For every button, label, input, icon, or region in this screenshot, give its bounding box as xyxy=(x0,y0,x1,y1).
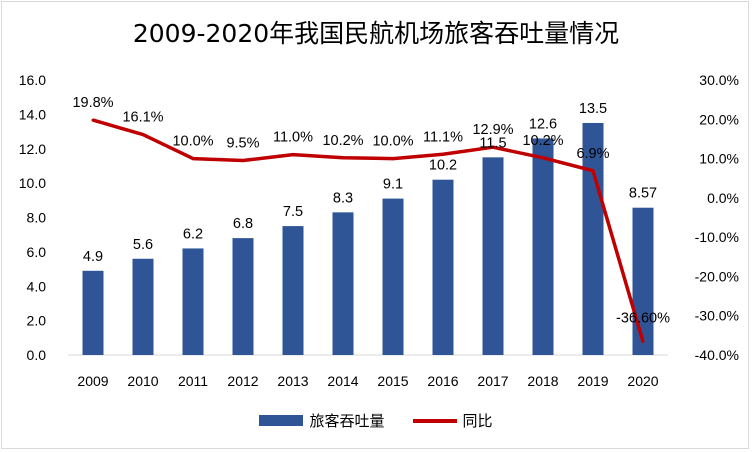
line-point[interactable] xyxy=(391,157,395,161)
line-point[interactable] xyxy=(291,153,295,157)
bar[interactable] xyxy=(282,226,304,355)
legend-swatch-bar xyxy=(259,415,304,426)
x-tick-label: 2010 xyxy=(127,373,158,389)
line-data-label: 9.5% xyxy=(226,136,259,152)
right-axis: -40.0% -30.0% -20.0% -10.0% 0.0% 10.0% 20.0% 30… xyxy=(695,72,739,363)
chart-title: 2009-2020年我国民航机场旅客吞吐量情况 xyxy=(132,19,620,48)
legend-label-bar: 旅客吞吐量 xyxy=(309,412,385,430)
right-tick-label: -40.0% xyxy=(695,347,739,363)
right-tick-label: -10.0% xyxy=(695,229,739,245)
legend-label-line: 同比 xyxy=(462,412,493,430)
bar-data-label: 6.2 xyxy=(183,226,203,242)
bar-data-label: 12.6 xyxy=(529,116,557,132)
legend: 旅客吞吐量 同比 xyxy=(0,410,752,431)
x-tick-label: 2014 xyxy=(327,373,358,389)
legend-swatch-line xyxy=(412,418,457,423)
line-data-label: 6.9% xyxy=(576,146,609,162)
left-tick-label: 10.0 xyxy=(19,175,46,191)
right-tick-label: 30.0% xyxy=(699,72,739,88)
bar-data-label: 13.5 xyxy=(579,101,607,117)
line-point[interactable] xyxy=(341,156,345,160)
right-tick-label: -30.0% xyxy=(695,308,739,324)
left-tick-label: 0.0 xyxy=(27,347,47,363)
line-point[interactable] xyxy=(241,159,245,163)
bar[interactable] xyxy=(482,157,504,355)
x-axis: 2009 2010 2011 2012 2013 2014 2015 2016 2017 2018… xyxy=(68,354,668,389)
legend-item-bar[interactable]: 旅客吞吐量 xyxy=(259,410,385,431)
bar[interactable] xyxy=(232,238,254,355)
line-point[interactable] xyxy=(641,340,645,344)
line-point[interactable] xyxy=(141,133,145,137)
line-data-label: 10.2% xyxy=(322,133,363,149)
x-tick-label: 2009 xyxy=(77,373,108,389)
bar-data-label: 7.5 xyxy=(283,204,303,220)
x-tick-label: 2013 xyxy=(277,373,308,389)
line-data-label: 11.0% xyxy=(273,130,313,146)
line-point[interactable] xyxy=(541,156,545,160)
bar-data-labels: 4.9 5.6 6.2 6.8 7.5 8.3 9.1 10.2 11.5 12.6 13.5 8.5… xyxy=(83,101,657,265)
line-data-label: 10.0% xyxy=(172,134,213,150)
line-data-label: 16.1% xyxy=(122,110,163,126)
line-data-label: 19.8% xyxy=(72,95,113,111)
right-tick-label: 10.0% xyxy=(699,151,739,167)
left-tick-label: 4.0 xyxy=(27,278,47,294)
left-tick-label: 12.0 xyxy=(19,141,46,157)
bar-data-label: 4.9 xyxy=(83,249,103,265)
bar-data-label: 10.2 xyxy=(429,158,457,174)
left-tick-label: 2.0 xyxy=(27,313,47,329)
bar[interactable] xyxy=(532,138,554,355)
bar[interactable] xyxy=(632,207,654,355)
right-tick-label: -20.0% xyxy=(695,268,739,284)
bar-series xyxy=(82,122,654,355)
left-tick-label: 8.0 xyxy=(27,210,47,226)
right-tick-label: 20.0% xyxy=(699,111,739,127)
line-point[interactable] xyxy=(491,145,495,149)
line-data-label: -36.60% xyxy=(616,311,670,327)
left-tick-label: 14.0 xyxy=(19,106,46,122)
bar-data-label: 5.6 xyxy=(133,237,153,253)
line-data-labels: 19.8% 16.1% 10.0% 9.5% 11.0% 10.2% 10.0% 11.1% 1… xyxy=(72,95,670,327)
left-tick-label: 16.0 xyxy=(19,72,46,88)
line-point[interactable] xyxy=(91,118,95,122)
bar[interactable] xyxy=(132,258,154,355)
line-point[interactable] xyxy=(191,157,195,161)
line-point[interactable] xyxy=(441,152,445,156)
x-tick-label: 2017 xyxy=(477,373,508,389)
bar[interactable] xyxy=(82,270,104,355)
bar[interactable] xyxy=(182,248,204,355)
bar[interactable] xyxy=(332,212,354,355)
bar-data-label: 9.1 xyxy=(383,177,403,193)
x-tick-label: 2019 xyxy=(577,373,608,389)
line-data-label: 10.0% xyxy=(372,134,413,150)
legend-item-line[interactable]: 同比 xyxy=(412,410,493,431)
x-tick-label: 2018 xyxy=(527,373,558,389)
x-tick-label: 2012 xyxy=(227,373,258,389)
x-tick-label: 2016 xyxy=(427,373,458,389)
bar-data-label: 8.57 xyxy=(629,186,657,202)
left-axis: 0.0 2.0 4.0 6.0 8.0 10.0 12.0 14.0 16.0 xyxy=(19,72,46,363)
line-data-label: 10.2% xyxy=(522,133,563,149)
yoy-line[interactable] xyxy=(92,118,645,343)
line-data-label: 12.9% xyxy=(472,122,513,138)
bar[interactable] xyxy=(582,122,604,355)
x-tick-label: 2015 xyxy=(377,373,408,389)
bar-data-label: 8.3 xyxy=(333,190,353,206)
x-tick-label: 2020 xyxy=(627,373,658,389)
x-tick-label: 2011 xyxy=(178,373,208,389)
line-series xyxy=(91,118,645,344)
left-tick-label: 6.0 xyxy=(27,244,47,260)
bar-data-label: 11.5 xyxy=(479,135,506,151)
line-point[interactable] xyxy=(591,169,595,173)
line-data-label: 11.1% xyxy=(423,129,463,145)
bar[interactable] xyxy=(432,179,454,355)
right-tick-label: 0.0% xyxy=(707,190,739,206)
bar-data-label: 6.8 xyxy=(233,216,253,232)
bar[interactable] xyxy=(382,198,404,355)
